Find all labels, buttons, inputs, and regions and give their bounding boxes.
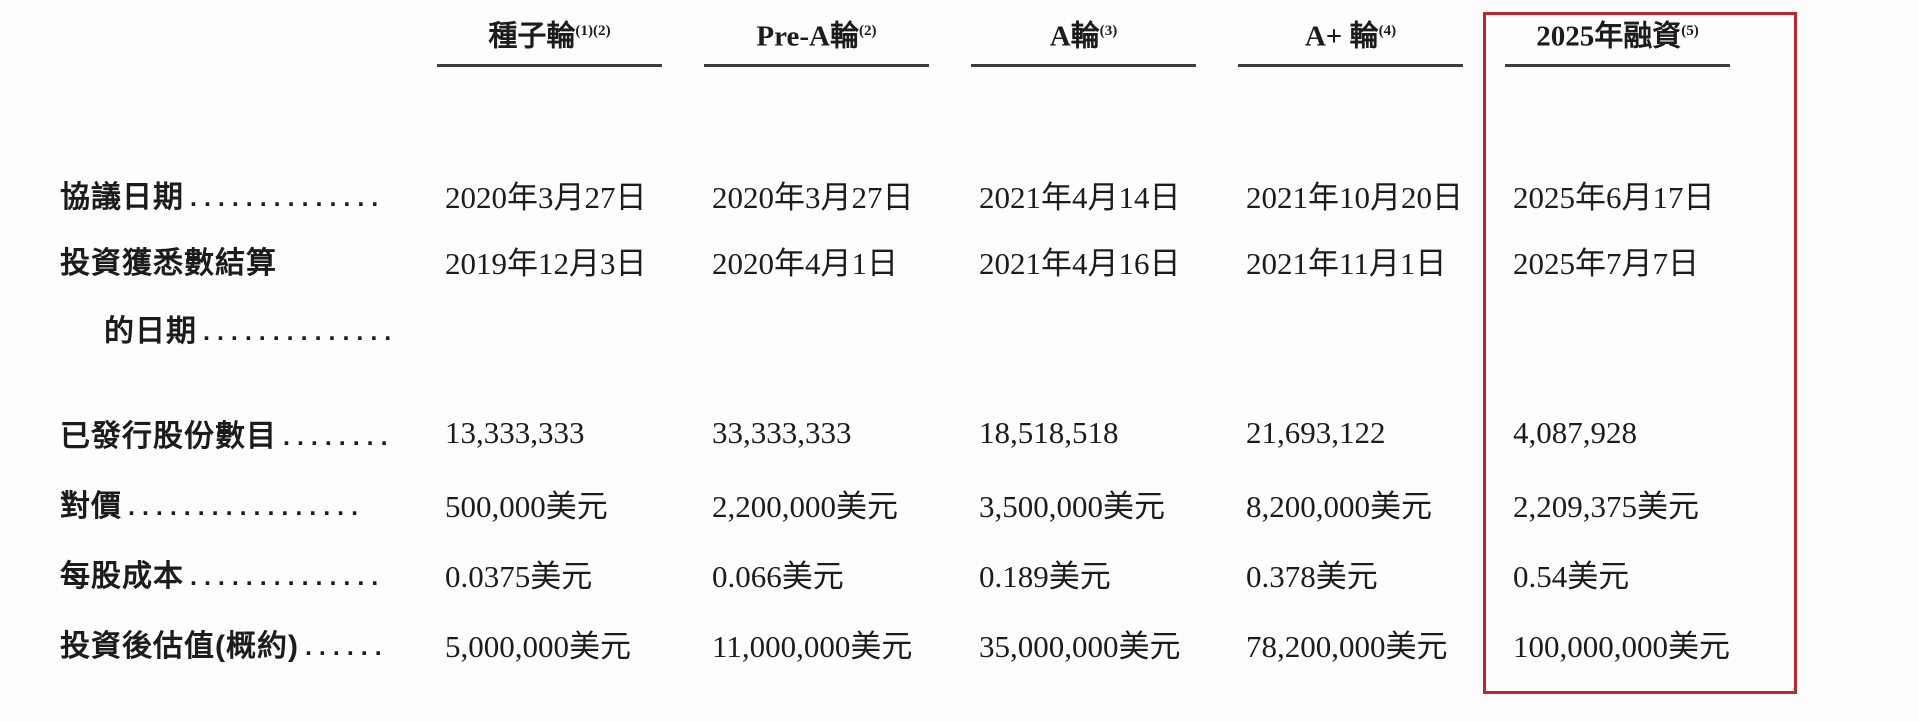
table-cell: 0.0375美元 <box>445 558 593 594</box>
table-row-cost-per-share: 每股成本.............. 0.0375美元 0.066美元 0.18… <box>60 538 1919 608</box>
column-header-label: A+ 輪 <box>1304 20 1379 53</box>
column-header-footnote: (5) <box>1681 23 1699 39</box>
row-label-text: 的日期 <box>104 315 197 348</box>
column-header-a-round: A輪(3) <box>971 8 1246 67</box>
column-header-footnote: (2) <box>858 23 877 39</box>
table-row-settlement-date-continued: 的日期.............. <box>60 293 1919 363</box>
column-header-footnote: (3) <box>1099 23 1118 39</box>
row-label-post-money-valuation: 投資後估值(概約)...... <box>60 621 445 665</box>
table-cell: 11,000,000美元 <box>712 628 913 664</box>
row-label-agreement-date: 協議日期.............. <box>60 172 445 216</box>
table-cell: 0.54美元 <box>1513 558 1630 594</box>
table-row-agreement-date: 協議日期.............. 2020年3月27日 2020年3月27日… <box>60 161 1919 227</box>
table-row-post-money-valuation: 投資後估值(概約)...... 5,000,000美元 11,000,000美元… <box>60 608 1919 678</box>
row-label-settlement-date-continued: 的日期.............. <box>60 306 445 350</box>
column-header-footnote: (1)(2) <box>575 23 611 39</box>
table-cell: 2020年3月27日 <box>712 179 914 215</box>
row-label-cost-per-share: 每股成本.............. <box>60 551 445 595</box>
row-label-consideration: 對價................. <box>60 481 445 525</box>
dot-leader: ...... <box>304 633 389 661</box>
row-label-text: 已發行股份數目 <box>60 420 277 453</box>
column-header-seed-round: 種子輪(1)(2) <box>437 8 712 67</box>
column-header-a-plus-round: A+ 輪(4) <box>1238 8 1513 67</box>
column-header-pre-a-round: Pre-A輪(2) <box>704 8 979 67</box>
dot-leader: ........ <box>283 423 395 451</box>
table-cell: 100,000,000美元 <box>1513 628 1730 664</box>
table-cell: 2019年12月3日 <box>445 245 647 281</box>
row-label-text: 對價 <box>60 490 122 523</box>
dot-leader: .............. <box>203 318 399 346</box>
table-row-shares-issued: 已發行股份數目........ 13,333,333 33,333,333 18… <box>60 398 1919 468</box>
table-cell: 4,087,928 <box>1513 415 1637 450</box>
table-cell: 0.189美元 <box>979 558 1111 594</box>
dot-leader: .............. <box>190 563 386 591</box>
table-cell: 5,000,000美元 <box>445 628 631 664</box>
table-cell: 2025年6月17日 <box>1513 179 1715 215</box>
column-header-underline: 2025年融資(5) <box>1505 8 1730 67</box>
row-label-text: 投資獲悉數結算 <box>60 247 277 280</box>
table-cell: 2021年4月16日 <box>979 245 1181 281</box>
column-header-underline: 種子輪(1)(2) <box>437 8 662 67</box>
table-cell: 0.066美元 <box>712 558 844 594</box>
table-cell: 500,000美元 <box>445 488 608 524</box>
table-cell: 13,333,333 <box>445 415 585 450</box>
table-cell: 0.378美元 <box>1246 558 1378 594</box>
table-row-consideration: 對價................. 500,000美元 2,200,000美… <box>60 468 1919 538</box>
column-header-underline: A+ 輪(4) <box>1238 8 1463 67</box>
table-cell: 18,518,518 <box>979 415 1119 450</box>
table-cell: 78,200,000美元 <box>1246 628 1448 664</box>
table-cell: 33,333,333 <box>712 415 852 450</box>
row-label-text: 投資後估值(概約) <box>60 630 299 663</box>
table-cell: 2020年4月1日 <box>712 245 898 281</box>
table-cell: 2,200,000美元 <box>712 488 898 524</box>
table-cell: 2021年11月1日 <box>1246 245 1447 281</box>
row-label-text: 每股成本 <box>60 560 184 593</box>
row-label-settlement-date: 投資獲悉數結算 <box>60 238 445 282</box>
table-cell: 2020年3月27日 <box>445 179 647 215</box>
dot-leader: ................. <box>128 493 366 521</box>
dot-leader: .............. <box>190 184 386 212</box>
table-cell: 8,200,000美元 <box>1246 488 1432 524</box>
table-cell: 2021年10月20日 <box>1246 179 1463 215</box>
column-header-2025-financing: 2025年融資(5) <box>1505 8 1780 67</box>
column-header-underline: A輪(3) <box>971 8 1196 67</box>
row-label-text: 協議日期 <box>60 181 184 214</box>
column-header-label: Pre-A輪 <box>756 20 859 53</box>
table-cell: 21,693,122 <box>1246 415 1386 450</box>
table-cell: 2025年7月7日 <box>1513 245 1699 281</box>
table-cell: 2,209,375美元 <box>1513 488 1699 524</box>
column-header-label: 種子輪 <box>488 20 576 53</box>
table-cell: 2021年4月14日 <box>979 179 1181 215</box>
table-cell: 35,000,000美元 <box>979 628 1181 664</box>
column-header-underline: Pre-A輪(2) <box>704 8 929 67</box>
column-header-footnote: (4) <box>1378 23 1397 39</box>
table-cell: 3,500,000美元 <box>979 488 1165 524</box>
table-row-settlement-date: 投資獲悉數結算 2019年12月3日 2020年4月1日 2021年4月16日 … <box>60 227 1919 293</box>
column-header-label: A輪 <box>1049 20 1100 53</box>
column-header-label: 2025年融資 <box>1536 20 1682 53</box>
table-header-row: 種子輪(1)(2) Pre-A輪(2) A輪(3) A+ 輪(4) 2025年融… <box>60 8 1919 83</box>
row-label-shares-issued: 已發行股份數目........ <box>60 411 445 455</box>
